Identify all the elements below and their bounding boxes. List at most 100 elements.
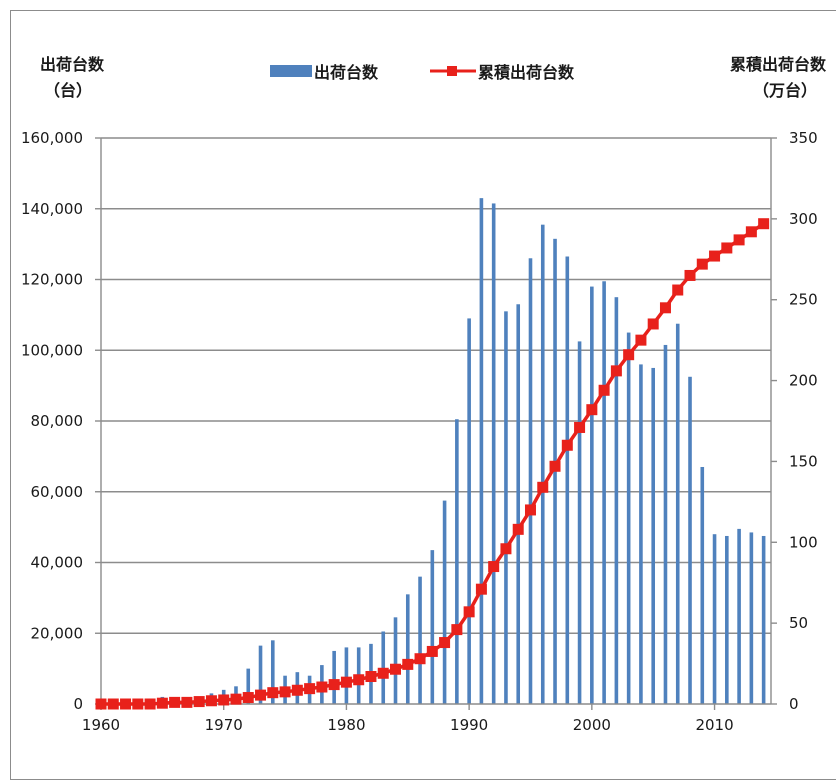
bar: [590, 286, 594, 704]
cumulative-marker: [426, 645, 438, 657]
cumulative-marker: [709, 250, 721, 262]
bar: [258, 645, 263, 704]
bar: [540, 224, 545, 704]
bar: [455, 419, 459, 704]
x-tick-label: 1960: [82, 716, 120, 734]
cumulative-marker: [524, 504, 536, 516]
bar: [332, 650, 336, 704]
bar: [516, 304, 521, 704]
bar: [577, 341, 582, 704]
cumulative-marker: [463, 606, 475, 618]
line-series: [95, 218, 770, 710]
left-tick-label: 160,000: [21, 129, 83, 147]
cumulative-marker: [365, 671, 377, 683]
cumulative-marker: [672, 284, 684, 296]
bar: [405, 594, 410, 704]
cumulative-marker: [451, 624, 463, 636]
cumulative-marker: [340, 676, 352, 688]
cumulative-marker: [230, 693, 242, 705]
x-tick-label: 2010: [695, 716, 733, 734]
bar: [418, 576, 422, 704]
left-tick-label: 100,000: [21, 341, 83, 359]
cumulative-marker: [745, 226, 757, 238]
right-tick-label: 250: [789, 291, 818, 309]
cumulative-marker: [623, 349, 635, 361]
axes: [95, 137, 777, 710]
bar: [504, 311, 508, 704]
cumulative-marker: [475, 583, 487, 595]
cumulative-marker: [218, 694, 230, 706]
right-axis-unit: （万台）: [753, 81, 817, 100]
bar: [430, 550, 435, 704]
bar: [725, 535, 729, 704]
left-axis-title: 出荷台数: [40, 55, 105, 74]
cumulative-marker: [169, 696, 181, 708]
left-tick-label: 140,000: [21, 200, 83, 218]
right-tick-label: 200: [789, 372, 818, 390]
cumulative-marker: [659, 302, 671, 314]
bar: [393, 617, 398, 704]
cumulative-marker: [561, 439, 573, 451]
cumulative-marker: [574, 421, 586, 433]
left-tick-label: 120,000: [21, 271, 83, 289]
bar: [479, 198, 484, 704]
x-tick-label: 1980: [327, 716, 365, 734]
cumulative-marker: [181, 696, 193, 708]
cumulative-marker: [414, 653, 426, 665]
bar: [761, 535, 766, 704]
cumulative-marker: [721, 242, 733, 254]
bar: [626, 332, 631, 704]
bar: [491, 203, 496, 704]
cumulative-marker: [304, 683, 316, 695]
right-tick-label: 150: [789, 452, 818, 470]
bar: [270, 640, 275, 704]
cumulative-marker: [402, 658, 414, 670]
cumulative-marker: [598, 384, 610, 396]
legend: 出荷台数 累積出荷台数: [270, 63, 575, 82]
left-tick-label: 20,000: [31, 624, 84, 642]
bar: [467, 318, 471, 704]
cumulative-marker: [328, 679, 340, 691]
cumulative-marker: [144, 698, 156, 710]
cumulative-marker: [267, 687, 279, 699]
cumulative-marker: [635, 334, 647, 346]
cumulative-marker: [610, 365, 622, 377]
tick-labels: 0 20,000 40,000 60,000 80,000 100,000 120,000 1…: [21, 129, 818, 734]
cumulative-marker: [733, 234, 745, 246]
cumulative-marker: [758, 218, 770, 230]
x-tick-label: 1970: [205, 716, 243, 734]
bar: [688, 376, 692, 704]
cumulative-marker: [537, 481, 549, 493]
cumulative-marker: [647, 318, 659, 330]
legend-bar-swatch: [270, 65, 312, 77]
bar: [675, 323, 680, 704]
x-tick-label: 2000: [573, 716, 611, 734]
right-tick-label: 0: [789, 695, 799, 713]
cumulative-marker: [205, 695, 217, 707]
cumulative-marker: [353, 674, 365, 686]
right-axis-title: 累積出荷台数: [730, 55, 827, 74]
cumulative-marker: [255, 689, 267, 701]
legend-label-cumulative: 累積出荷台数: [478, 63, 575, 82]
cumulative-marker: [696, 258, 708, 270]
left-tick-label: 0: [73, 695, 83, 713]
bar: [381, 631, 386, 704]
bar: [442, 500, 447, 704]
cumulative-marker: [95, 698, 107, 710]
bar: [663, 344, 668, 704]
left-axis-unit: （台）: [44, 81, 92, 100]
bar: [700, 466, 705, 704]
gridlines: [101, 137, 771, 634]
cumulative-marker: [242, 692, 254, 704]
cumulative-marker: [500, 543, 512, 555]
bar-series: [160, 198, 766, 704]
left-tick-label: 80,000: [31, 412, 84, 430]
bar: [344, 647, 349, 704]
bar: [651, 367, 655, 704]
cumulative-marker: [390, 663, 402, 675]
x-tick-label: 1990: [450, 716, 488, 734]
bar: [712, 534, 717, 704]
cumulative-marker: [291, 684, 303, 696]
cumulative-marker: [279, 686, 291, 698]
